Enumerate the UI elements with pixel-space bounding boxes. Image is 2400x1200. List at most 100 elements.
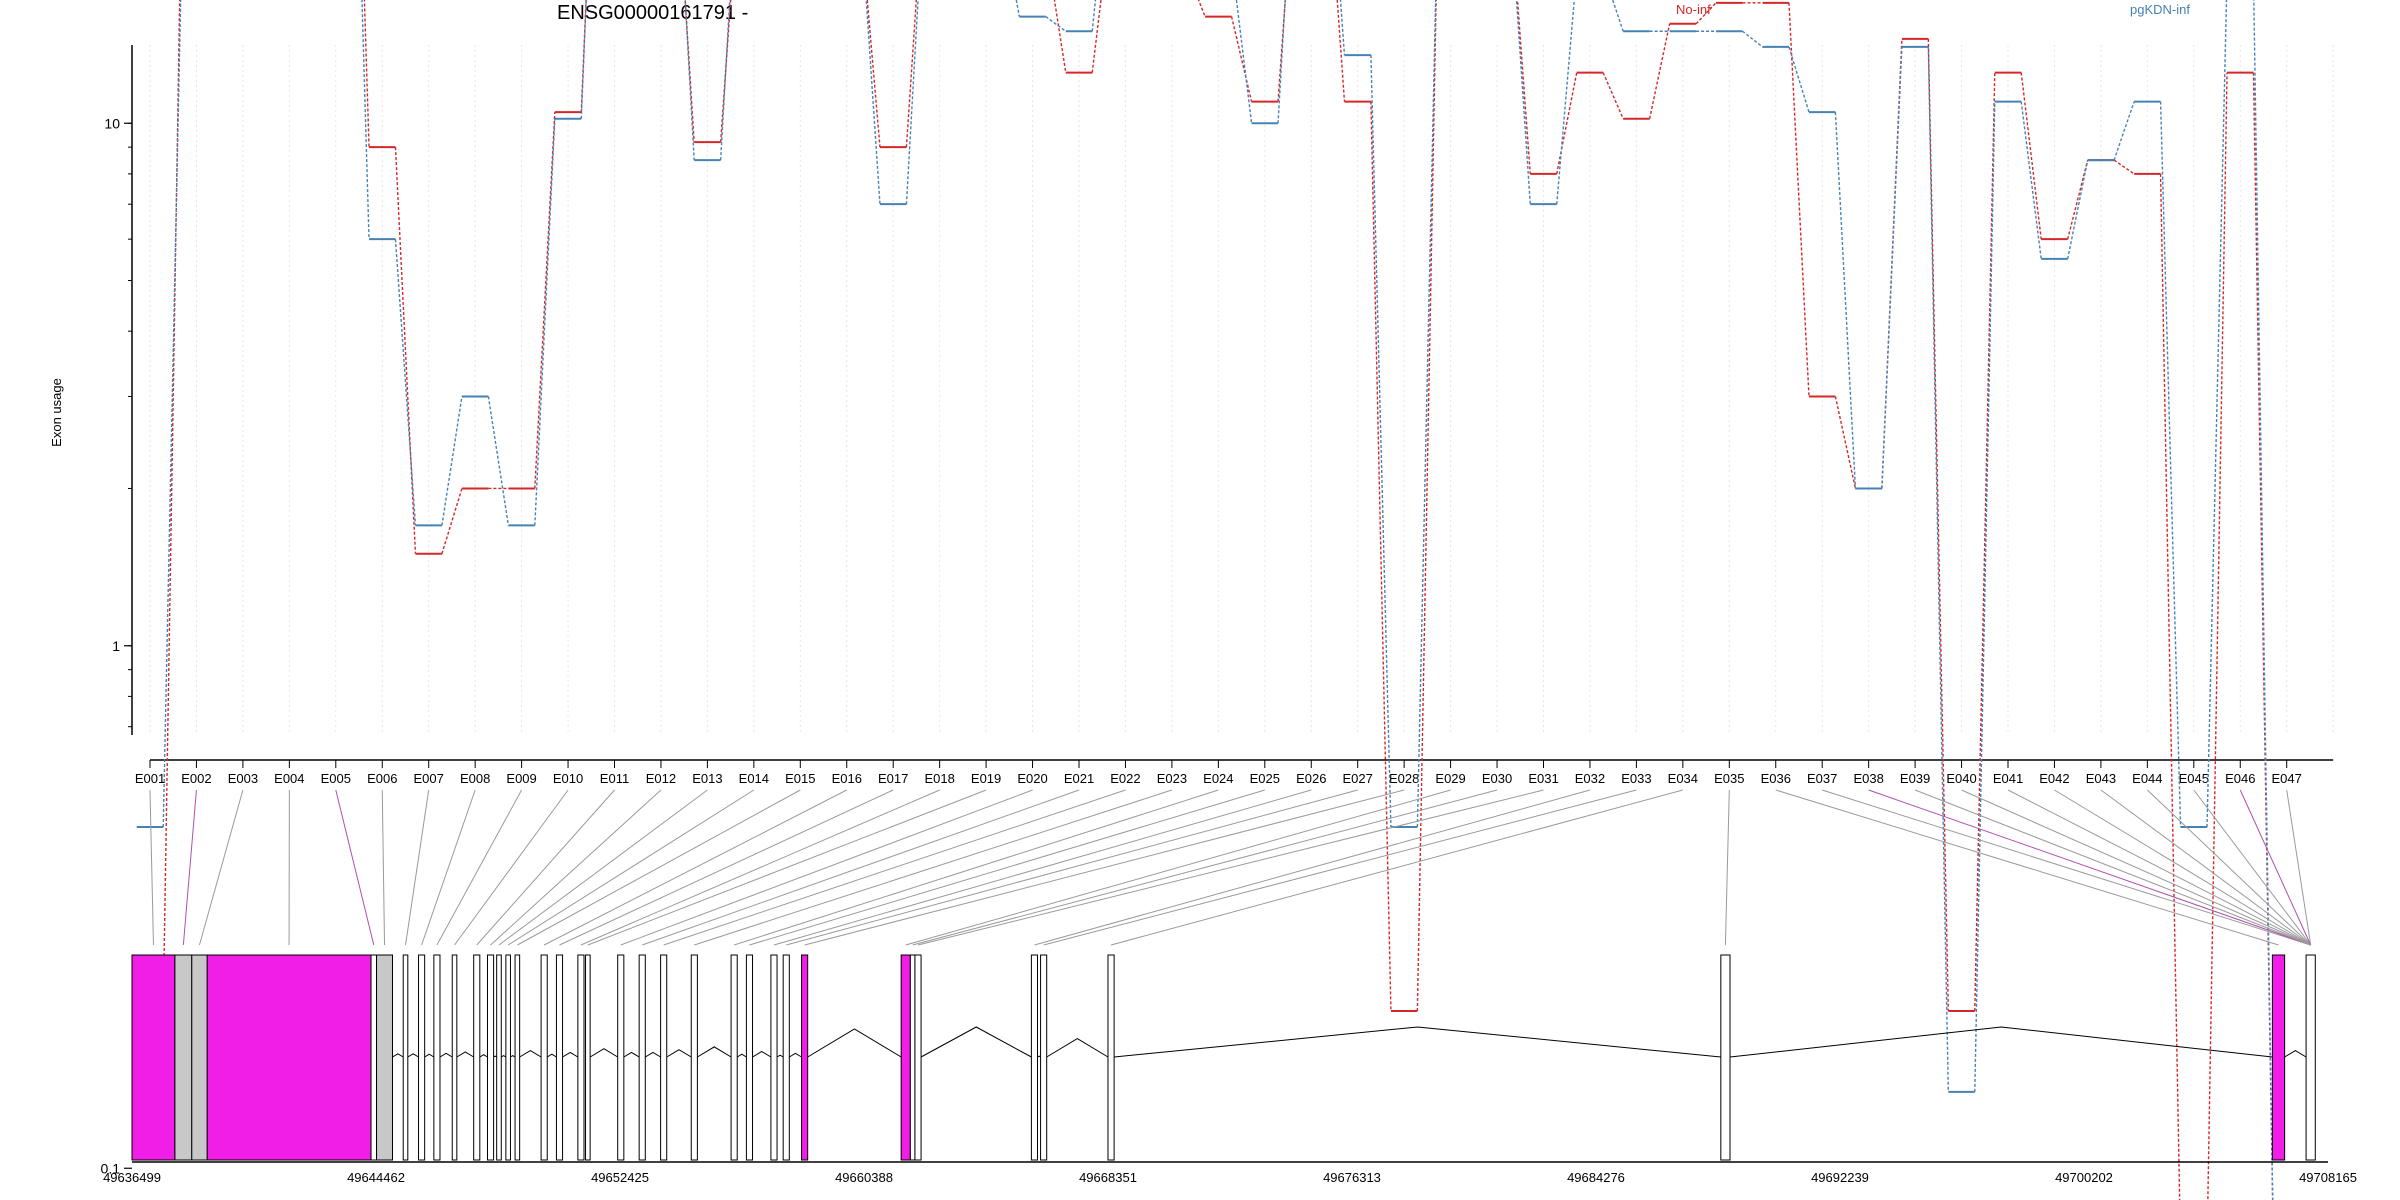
- intron: [519, 1049, 542, 1058]
- exon-connectors: [149, 789, 2312, 946]
- data-connector: [162, 0, 181, 1011]
- exon-block: [370, 954, 378, 1161]
- exon-block: [473, 954, 481, 1161]
- x-tick-label: E026: [1296, 771, 1326, 786]
- exon-connector: [917, 789, 1544, 946]
- exon-block: [131, 954, 176, 1161]
- x-tick-label: E047: [2272, 771, 2302, 786]
- exon-connector: [498, 789, 708, 946]
- exon-block: [914, 954, 922, 1161]
- exon-block: [505, 954, 511, 1161]
- data-connector: [1611, 0, 1624, 32]
- intron: [424, 1053, 435, 1058]
- gene-axis-label: 49700202: [2055, 1170, 2113, 1185]
- exon-block: [782, 954, 790, 1161]
- gene-axis-label: 49684276: [1567, 1170, 1625, 1185]
- x-tick-label: E032: [1575, 771, 1605, 786]
- exon-block: [900, 954, 911, 1161]
- data-connector: [1602, 72, 1624, 120]
- exon-block: [730, 954, 738, 1161]
- data-connector: [2207, 72, 2228, 1200]
- data-connector: [1091, 0, 1097, 32]
- x-tick-label: E018: [924, 771, 954, 786]
- intron: [493, 1055, 497, 1058]
- x-tick-label: E002: [181, 771, 211, 786]
- exon-connector: [198, 789, 244, 946]
- intron: [807, 1028, 902, 1058]
- exon-connector: [2286, 789, 2312, 946]
- data-connector: [1015, 0, 1021, 17]
- x-tick-label: E021: [1064, 771, 1094, 786]
- intron: [439, 1052, 453, 1058]
- intron: [479, 1054, 488, 1058]
- exon-block: [1720, 954, 1731, 1161]
- gene-axis-label: 49708165: [2299, 1170, 2357, 1185]
- intron: [562, 1051, 579, 1058]
- gene-axis-label: 49652425: [591, 1170, 649, 1185]
- x-tick-label: E030: [1482, 771, 1512, 786]
- exon-block: [577, 954, 585, 1161]
- exon-connector: [543, 789, 847, 946]
- data-connector: [394, 147, 417, 554]
- x-tick-label: E012: [646, 771, 676, 786]
- data-connector: [684, 0, 695, 143]
- exon-block: [1040, 954, 1048, 1161]
- exon-connector: [1724, 789, 1730, 946]
- exon-connector: [182, 789, 197, 946]
- intron: [1037, 1055, 1041, 1058]
- data-connector: [2113, 159, 2135, 175]
- exon-block: [801, 954, 809, 1161]
- data-connector: [1834, 396, 1857, 489]
- data-connector: [1045, 16, 1067, 32]
- exon-connector: [912, 789, 1498, 946]
- x-tick-label: E024: [1203, 771, 1233, 786]
- data-connector: [1648, 23, 1671, 119]
- x-tick-label: E023: [1157, 771, 1187, 786]
- x-tick-label: E036: [1761, 771, 1791, 786]
- x-tick-label: E031: [1528, 771, 1558, 786]
- gene-model-axis: 49636499 49644462 49652425 49660388 49668351…: [103, 1161, 2357, 1185]
- gene-model: [131, 954, 2316, 1161]
- data-connector: [394, 239, 417, 526]
- intron: [2284, 1049, 2307, 1058]
- y-tick-label: 0.1: [101, 1160, 121, 1176]
- x-tick-label: E035: [1714, 771, 1744, 786]
- exon-block: [402, 954, 409, 1161]
- exon-connector: [2100, 789, 2311, 946]
- x-tick-label: E019: [971, 771, 1001, 786]
- exon-connector: [381, 789, 386, 946]
- exon-connector: [149, 789, 154, 946]
- data-connector: [866, 0, 881, 148]
- x-tick-label: E010: [553, 771, 583, 786]
- x-tick-label: E015: [785, 771, 815, 786]
- intron: [645, 1051, 661, 1058]
- data-connector: [1370, 101, 1392, 1011]
- exon-connector: [436, 789, 523, 946]
- exon-connector: [1110, 789, 1683, 946]
- exon-connector: [2239, 789, 2312, 946]
- data-connector: [1230, 16, 1253, 102]
- exon-block: [2271, 954, 2286, 1161]
- intron: [456, 1051, 474, 1058]
- data-connector: [1695, 2, 1717, 25]
- legend-no-inf: No-inf: [1676, 2, 1711, 17]
- exon-connector: [421, 789, 476, 946]
- x-tick-label: E044: [2132, 771, 2162, 786]
- exon-connector: [405, 789, 430, 946]
- data-connector: [1742, 30, 1763, 48]
- gene-axis-label: 49692239: [1811, 1170, 1869, 1185]
- intron: [546, 1053, 557, 1058]
- gene-axis-label: 49668351: [1079, 1170, 1137, 1185]
- x-tick-label: E045: [2179, 771, 2209, 786]
- data-connector: [534, 118, 556, 526]
- x-tick-label: E005: [321, 771, 351, 786]
- gene-axis-label: 49676313: [1323, 1170, 1381, 1185]
- exon-connector: [559, 789, 894, 946]
- exon-connector: [1043, 789, 1637, 946]
- x-tick-label: E004: [274, 771, 304, 786]
- exon-block: [555, 954, 564, 1161]
- data-connector: [1416, 0, 1437, 827]
- gene-axis-label: 49660388: [835, 1170, 893, 1185]
- exon-connector: [1822, 789, 2311, 946]
- exon-connector: [2007, 789, 2311, 946]
